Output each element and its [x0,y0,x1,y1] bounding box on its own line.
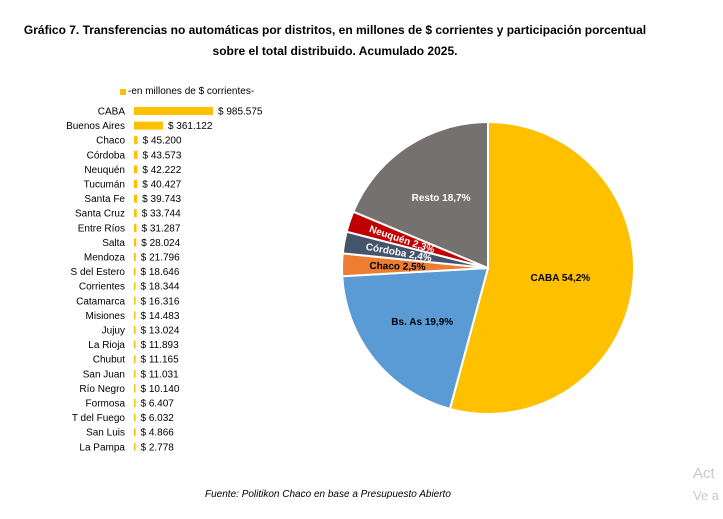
bar [134,136,138,145]
bar [134,165,138,174]
bar [134,267,136,276]
bar-category-label: La Rioja [88,340,125,351]
bar [134,369,136,378]
bar [134,180,138,188]
bar-value-label: $ 39.743 [142,194,181,205]
pie-slice-label: CABA 54,2% [531,273,591,284]
bar-category-label: Santa Fe [84,194,125,205]
bar-category-label: S del Estero [71,267,126,278]
bar-category-label: Corrientes [79,282,125,293]
bar-category-label: La Pampa [79,442,125,453]
bar-category-label: Catamarca [76,296,125,307]
bar-value-label: $ 18.344 [141,282,180,293]
bar-category-label: Buenos Aires [66,121,125,132]
source-note: Fuente: Politikon Chaco en base a Presup… [205,489,451,500]
chart-title-line-1: Gráfico 7. Transferencias no automáticas… [23,23,647,37]
bar-value-label: $ 43.573 [142,150,181,161]
bar-category-label: Chaco [96,136,125,147]
bar-value-label: $ 28.024 [141,238,180,249]
bar-category-label: San Juan [83,369,125,380]
bar [134,340,136,349]
bar [134,442,136,451]
bar-value-label: $ 14.483 [141,311,180,322]
pie-slice-label: Resto 18,7% [412,193,471,204]
bar-value-label: $ 31.287 [142,223,181,234]
bar [134,428,136,437]
chart-title: Gráfico 7. Transferencias no automáticas… [0,20,670,62]
chart-title-line-2: sobre el total distribuido. Acumulado 20… [212,44,458,58]
bar [134,238,137,247]
bar-category-label: Misiones [86,311,125,322]
bar-category-label: San Luis [86,428,125,439]
bar-category-label: Mendoza [84,253,126,264]
bar-category-label: Río Negro [79,384,125,395]
pie-slice [341,266,490,411]
pie-slice [351,120,489,270]
bar [134,150,138,159]
bar [134,107,213,115]
bar-value-label: $ 2.778 [141,442,175,453]
bar [134,413,136,422]
bar-value-label: $ 6.032 [141,413,175,424]
bar-value-label: $ 6.407 [141,399,175,410]
bar-value-label: $ 45.200 [143,136,182,147]
bar-legend: -en millones de $ corrientes- [120,86,254,97]
bar [134,194,138,203]
bar-category-label: Jujuy [102,326,125,337]
bar-category-label: Salta [102,238,125,249]
bar [134,282,136,291]
bar-value-label: $ 985.575 [218,107,263,118]
watermark-line-1: Act [693,465,715,482]
bar [134,209,137,218]
bar-value-label: $ 16.316 [141,296,180,307]
bar-category-label: Formosa [86,399,126,410]
legend-swatch [120,88,126,95]
bar-value-label: $ 21.796 [141,253,180,264]
bar [134,253,136,261]
bar [134,311,136,320]
bar-category-label: Córdoba [87,150,126,161]
bar-category-label: Entre Ríos [78,223,125,234]
bar-category-label: Santa Cruz [75,209,125,220]
bar-value-label: $ 361.122 [168,121,213,132]
bar-chart: CABA $ 985.575 Buenos Aires $ 361.122 Chaco $… [66,107,263,454]
bar-category-label: CABA [98,107,126,118]
bar [134,296,136,305]
bar-value-label: $ 33.744 [142,209,181,220]
pie-chart: CABA 54,2%Bs. As 19,9%Chaco 2,5%Córdoba … [341,120,635,415]
bar-value-label: $ 11.165 [141,355,180,366]
bar-value-label: $ 10.140 [141,384,180,395]
bar [134,355,136,364]
pie-slice-label: Chaco 2,5% [369,261,425,273]
bar-value-label: $ 40.427 [142,180,181,191]
bar [134,223,137,232]
bar-category-label: Chubut [93,355,125,366]
pie-slice [448,120,635,415]
bar-value-label: $ 11.893 [141,340,180,351]
bar [134,121,163,130]
bar-value-label: $ 18.646 [141,267,180,278]
bar [134,326,136,334]
bar [134,399,136,407]
bar-value-label: $ 11.031 [141,369,180,380]
bar [134,384,136,393]
bar-value-label: $ 42.222 [142,165,181,176]
bar-value-label: $ 13.024 [141,326,180,337]
bar-category-label: Tucumán [84,180,125,191]
legend-label: -en millones de $ corrientes- [128,86,255,97]
watermark-line-2: Ve a [693,488,720,503]
bar-value-label: $ 4.866 [141,428,175,439]
bar-category-label: T del Fuego [72,413,126,424]
pie-slice-label: Bs. As 19,9% [391,317,453,328]
bar-category-label: Neuquén [84,165,125,176]
